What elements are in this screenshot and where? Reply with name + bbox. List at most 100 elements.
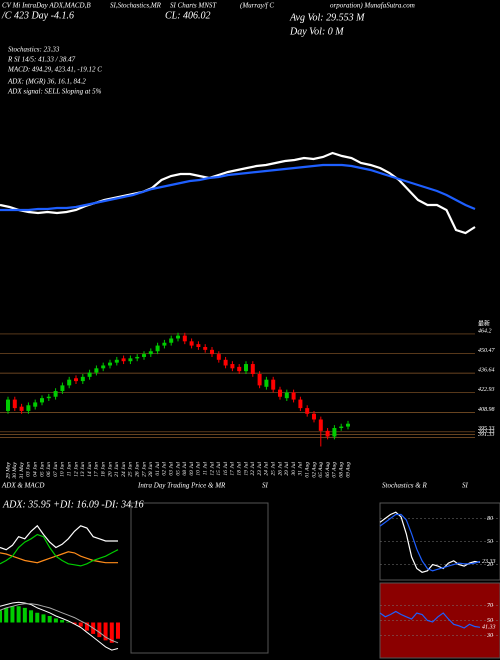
x-tick-label: 01 Aug <box>304 462 310 478</box>
header-text: orporation) MunafaSutra.com <box>330 2 415 10</box>
latest-label: 最新 <box>478 319 490 327</box>
candle-body <box>271 379 276 390</box>
x-tick-label: 07 Aug <box>332 462 338 478</box>
y-tick-label: 393.33 <box>477 429 495 435</box>
candle-body <box>257 374 262 386</box>
candle-body <box>162 342 167 346</box>
candle-body <box>142 354 146 357</box>
macd-bar <box>41 614 46 623</box>
x-tick-label: 12 Jul <box>209 462 215 476</box>
y-tick-label: 70 <box>487 603 493 609</box>
x-tick-label: 05 Jun <box>39 462 45 477</box>
x-tick-label: 02 Aug <box>311 462 317 478</box>
macd-bar <box>84 622 89 631</box>
x-tick-label: 31 May <box>19 461 25 479</box>
candle-body <box>46 396 51 399</box>
x-tick-label: 01 Jul <box>155 462 161 476</box>
series-line <box>0 601 119 651</box>
header-text: /C 423 Day -4.1.6 <box>1 10 74 21</box>
candle-body <box>114 359 119 363</box>
candle-body <box>182 335 187 342</box>
candle-body <box>291 392 296 400</box>
series-line <box>0 603 119 644</box>
x-tick-label: 20 Jun <box>107 462 113 477</box>
x-tick-label: 17 Jul <box>230 462 236 476</box>
y-tick-label: 450.47 <box>478 347 496 354</box>
macd-bar <box>47 616 52 623</box>
close-text: CL: 406.02 <box>165 10 211 21</box>
y-tick-label: 422.93 <box>478 386 495 393</box>
macd-bar <box>35 612 40 623</box>
macd-bar <box>60 620 65 623</box>
candle-body <box>230 364 235 369</box>
stat-text: ADX: (MGR) 36, 16.1, 84.2 <box>7 78 86 86</box>
candle-body <box>155 345 160 352</box>
stat-text: R SI 14/5: 41.33 / 38.47 <box>7 56 76 64</box>
x-tick-label: 07 Jun <box>53 462 59 477</box>
x-tick-label: 19 Jul <box>243 462 249 476</box>
macd-bar <box>22 607 27 623</box>
candle-body <box>108 362 112 366</box>
x-tick-label: 05 Aug <box>318 462 324 478</box>
x-tick-label: 13 Jun <box>80 462 86 477</box>
candle-body <box>94 368 99 373</box>
candle-body <box>60 385 65 392</box>
x-tick-label: 08 Aug <box>338 462 344 478</box>
x-tick-label: 15 Jul <box>216 462 222 476</box>
header-text: CV Mi IntraDay ADX,MACD,B <box>2 2 91 10</box>
series-line <box>0 533 119 567</box>
x-tick-label: 10 Jul <box>196 462 202 476</box>
candle-body <box>189 341 194 346</box>
candle-body <box>203 347 208 350</box>
macd-bar <box>0 610 2 623</box>
candle-body <box>298 399 303 409</box>
candle-body <box>33 402 38 407</box>
macd-bar <box>53 618 58 623</box>
x-tick-label: 30 May <box>12 461 18 479</box>
candle-body <box>12 399 17 409</box>
stat-text: Stochastics: 23.33 <box>8 46 60 54</box>
x-tick-label: 03 Jul <box>168 462 174 476</box>
macd-bar <box>16 606 21 623</box>
candle-body <box>223 359 228 366</box>
candle-body <box>128 358 133 362</box>
macd-bar <box>4 607 9 623</box>
stat-text: MACD: 494.29, 423.41, -19.12 C <box>7 66 102 74</box>
header-text: SI,Stochastics,MR <box>110 2 162 10</box>
candle-body <box>80 376 85 382</box>
x-tick-label: 26 Jul <box>277 462 283 476</box>
candle-body <box>19 406 24 411</box>
candle-body <box>101 365 106 369</box>
candle-body <box>264 379 269 387</box>
y-tick-label: 50 <box>487 539 493 545</box>
series-line <box>0 551 118 564</box>
x-tick-label: 11 Jun <box>66 462 72 477</box>
y-tick-label: 436.64 <box>478 366 495 373</box>
candle-body <box>169 338 174 343</box>
candle-body <box>250 364 255 374</box>
stat-text: ADX signal: SELL Sloping at 5% <box>7 88 102 96</box>
x-tick-label: 17 Jun <box>94 462 100 477</box>
x-tick-label: 24 Jun <box>120 462 127 477</box>
candle-body <box>87 372 92 377</box>
x-tick-label: 04 Jun <box>31 462 38 477</box>
x-tick-label: 06 Jun <box>46 462 52 477</box>
intraday-title: SI <box>262 482 269 490</box>
value-annotation: 23.33 <box>482 559 496 565</box>
x-tick-label: 25 Jul <box>270 462 276 476</box>
x-tick-label: 29 May <box>5 461 11 478</box>
panel-title: ADX & MACD <box>1 482 44 490</box>
candle-body <box>176 335 180 339</box>
x-tick-label: 30 Jul <box>291 462 297 477</box>
candle-body <box>305 408 310 414</box>
x-tick-label: 29 Jul <box>284 462 290 476</box>
macd-bar <box>72 622 77 625</box>
candle-body <box>332 428 337 437</box>
series-line <box>379 513 481 572</box>
candle-body <box>53 391 58 397</box>
series-line <box>0 163 476 212</box>
candle-body <box>40 398 44 403</box>
x-tick-label: 23 Jul <box>257 462 263 476</box>
x-tick-label: 28 Jun <box>148 462 154 477</box>
